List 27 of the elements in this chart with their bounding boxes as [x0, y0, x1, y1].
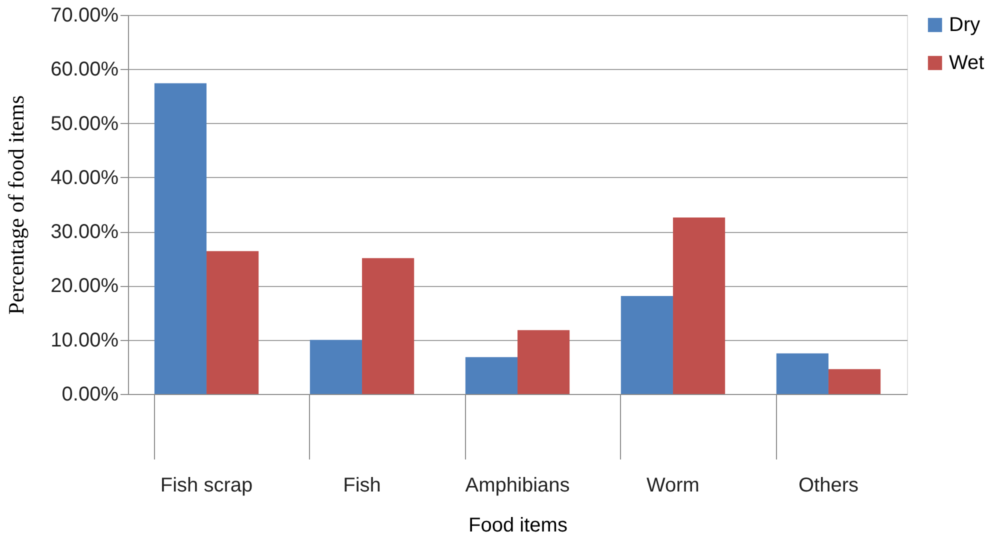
y-tick-label: 70.00% [50, 4, 119, 26]
x-tick-label: Fish [343, 474, 381, 496]
y-tick-label: 20.00% [50, 275, 119, 298]
bar [828, 369, 881, 394]
y-tick-label: 50.00% [50, 112, 119, 135]
bar [672, 217, 726, 394]
legend-label: Dry [949, 14, 980, 36]
bar [154, 83, 207, 394]
bar [465, 357, 518, 394]
x-tick-label: Others [798, 474, 858, 496]
y-tick-label: 0.00% [62, 384, 119, 406]
x-tick-label: Worm [646, 474, 700, 496]
x-tick-label: Amphibians [465, 474, 570, 496]
y-tick-label: 10.00% [50, 329, 119, 352]
bar [310, 340, 362, 394]
bar [362, 258, 414, 394]
x-axis-title: Food items [468, 514, 568, 536]
y-tick-label: 60.00% [50, 58, 119, 81]
bar [518, 330, 570, 394]
bar [620, 296, 673, 394]
y-tick-label: 30.00% [50, 221, 119, 244]
y-axis-title: Percentage of food items [4, 95, 29, 315]
bar [206, 251, 259, 394]
bar [776, 353, 828, 394]
y-tick-label: 40.00% [50, 166, 119, 189]
legend-label: Wet [949, 52, 985, 74]
x-tick-label: Fish scrap [160, 474, 253, 496]
